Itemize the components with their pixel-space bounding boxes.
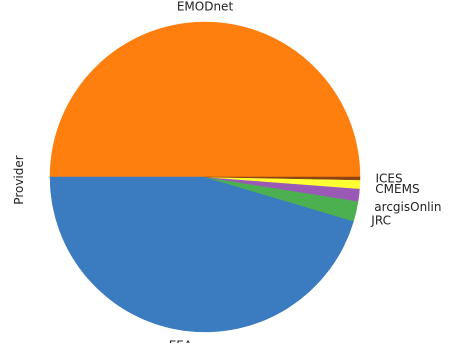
pie-label-cmems: CMEMS — [375, 182, 419, 196]
pie-label-emodnet: EMODnet — [177, 0, 234, 14]
pie-label-arcgisonlin: arcgisOnlin — [374, 200, 441, 214]
pie-slice-eea — [49, 176, 354, 333]
pie-label-ices: ICES — [376, 172, 403, 186]
pie-label-jrc: JRC — [370, 214, 391, 228]
pie-slice-ices — [204, 176, 361, 181]
pie-slice-emodnet — [49, 21, 361, 178]
pie-slices — [49, 21, 361, 333]
y-axis-label: Provider — [12, 155, 26, 204]
pie-label-eea: EEA — [169, 339, 193, 343]
